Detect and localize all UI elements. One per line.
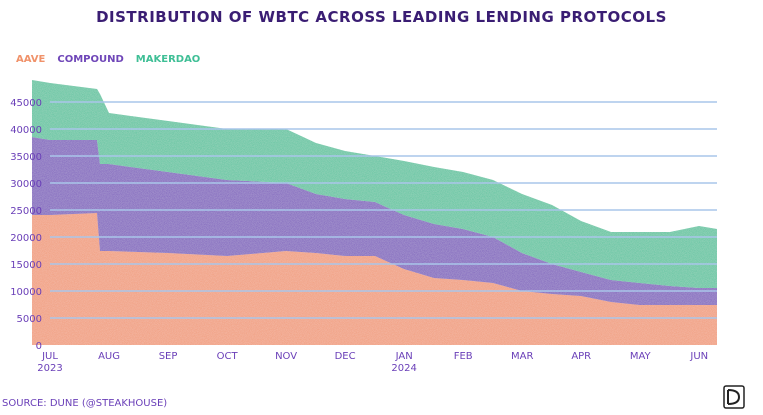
source-note: SOURCE: DUNE (@STEAKHOUSE) [2,398,168,409]
chart-title: DISTRIBUTION OF WBTC ACROSS LEADING LEND… [96,8,667,26]
x-tick-label: MAR [511,351,533,362]
y-axis: 0 5000 10000 15000 20000 25000 30000 35000 40000… [10,98,42,352]
x-tick-label: MAY [630,351,652,362]
y-tick-label: 25000 [10,206,42,217]
y-tick-label: 45000 [10,98,42,109]
x-tick-label: AUG [98,351,120,362]
y-tick-label: 0 [36,341,42,352]
x-tick-label: DEC [335,351,356,362]
x-tick-label: JUN [689,351,708,362]
y-tick-label: 40000 [10,125,42,136]
x-tick-label: SEP [159,351,178,362]
area-aave [32,213,717,345]
legend-item-compound: COMPOUND [57,54,124,65]
areas-layer [32,80,717,345]
y-tick-label: 5000 [17,314,42,325]
legend-item-makerdao: MAKERDAO [135,54,201,65]
y-tick-label: 15000 [10,260,42,271]
x-tick-label: APR [571,351,591,362]
x-tick-label: OCT [217,351,239,362]
x-tick-label: JUL [41,351,58,362]
x-tick-year-label: 2024 [391,363,416,374]
x-tick-year-label: 2023 [37,363,62,374]
publisher-logo [723,385,745,409]
x-tick-label: NOV [275,351,297,362]
area-makerdao [32,80,717,288]
y-tick-label: 20000 [10,233,42,244]
y-tick-label: 35000 [10,152,42,163]
legend: AAVE COMPOUND MAKERDAO [16,54,200,65]
y-tick-label: 30000 [10,179,42,190]
gridlines [50,101,717,319]
x-tick-label: FEB [454,351,473,362]
legend-item-aave: AAVE [16,54,46,65]
y-tick-label: 10000 [10,287,42,298]
area-compound [32,137,717,305]
x-tick-label: JAN [395,351,413,362]
